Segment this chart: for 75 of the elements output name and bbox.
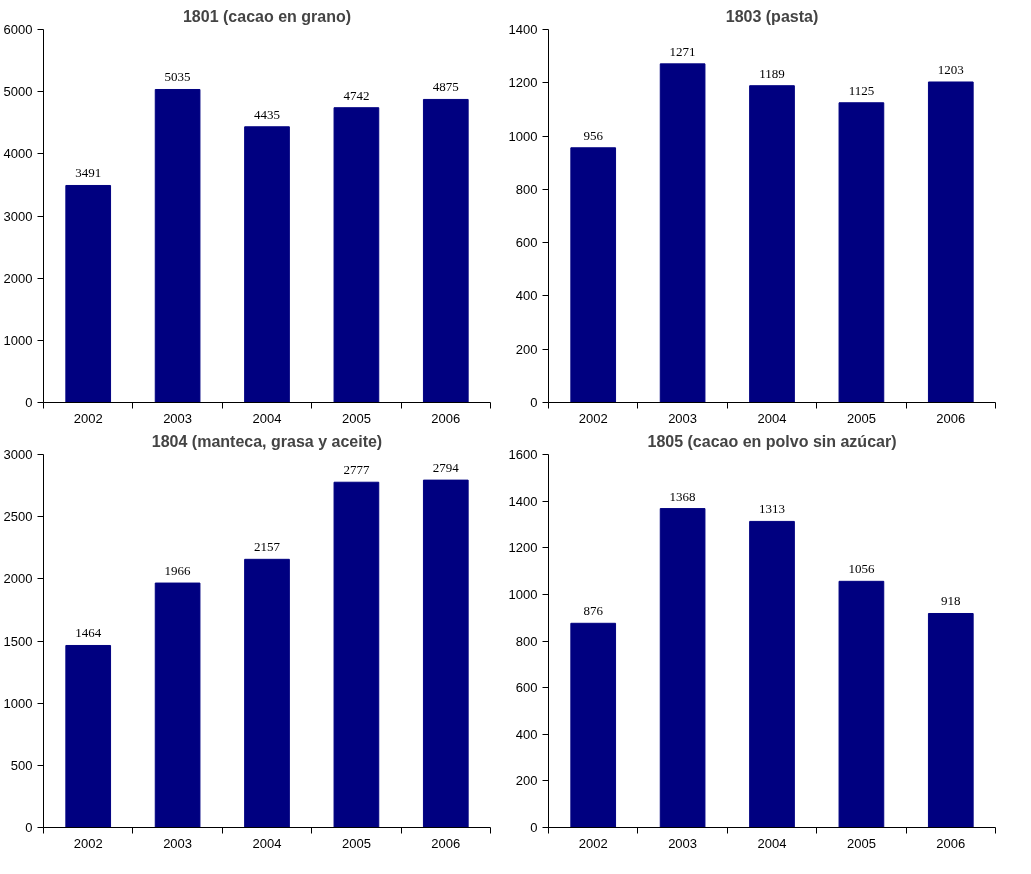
y-tick-label: 1600 [508,447,538,462]
y-tick-label: 600 [515,680,538,696]
data-label: 4435 [254,106,280,122]
y-tick-label: 1200 [508,75,538,91]
chart-title: 1805 (cacao en polvo sin azúcar) [647,432,897,450]
y-tick-label: 2000 [3,270,33,286]
data-label: 1203 [937,61,964,77]
chart-title: 1801 (cacao en grano) [182,7,352,25]
y-tick-label: 3000 [3,447,33,462]
data-label: 1271 [669,43,696,59]
y-tick-label: 1400 [508,22,538,37]
data-label: 1189 [759,65,785,81]
y-tick-label: 3000 [3,208,33,224]
x-tick-label: 2002 [73,835,103,851]
y-tick-label: 6000 [3,22,33,37]
y-tick-label: 1000 [508,586,538,602]
y-tick-label: 1500 [3,633,33,649]
y-tick-label: 1400 [508,493,538,509]
x-tick-label: 2005 [341,410,371,426]
y-tick-label: 5000 [3,84,33,100]
data-label: 2777 [343,462,370,478]
y-tick-label: 1000 [3,332,33,348]
x-tick-label: 2006 [936,835,966,851]
x-tick-label: 2004 [757,835,787,851]
y-tick-label: 600 [515,235,538,251]
y-tick-label: 2500 [3,509,33,525]
y-tick-label: 800 [515,181,538,197]
x-tick-label: 2004 [757,410,787,426]
x-tick-label: 2005 [341,835,371,851]
y-tick-label: 200 [515,773,538,789]
x-tick-label: 2004 [252,410,282,426]
y-tick-label: 1000 [3,695,33,711]
x-tick-label: 2003 [163,835,193,851]
data-label: 918 [941,593,961,609]
y-tick-label: 4000 [3,146,33,162]
y-tick-label: 1200 [508,540,538,556]
x-tick-label: 2002 [73,410,103,426]
x-tick-label: 2003 [668,410,698,426]
x-tick-label: 2005 [846,835,876,851]
x-tick-label: 2006 [936,410,966,426]
x-tick-label: 2004 [252,835,282,851]
data-label: 3491 [75,165,102,181]
data-label: 2794 [432,460,460,476]
data-label: 1368 [669,488,696,504]
chart-title: 1804 (manteca, grasa y aceite) [151,432,383,450]
x-tick-label: 2005 [846,410,876,426]
data-label: 1125 [848,82,875,98]
data-label: 4875 [432,79,459,95]
y-tick-label: 0 [25,395,33,410]
y-tick-label: 400 [515,726,538,742]
x-tick-label: 2006 [431,835,461,851]
data-label: 1313 [759,501,785,517]
x-tick-label: 2006 [431,410,461,426]
y-tick-label: 1000 [508,128,538,144]
y-tick-label: 200 [515,341,538,357]
y-tick-label: 800 [515,633,538,649]
data-label: 5035 [164,69,191,85]
y-tick-label: 400 [515,288,538,304]
data-label: 956 [583,127,604,143]
data-label: 1464 [75,625,102,641]
data-label: 2157 [254,539,281,555]
y-tick-label: 0 [25,820,33,835]
x-tick-label: 2003 [668,835,698,851]
y-tick-label: 500 [10,757,33,773]
x-tick-label: 2003 [163,410,193,426]
data-label: 4742 [343,87,370,103]
x-tick-label: 2002 [578,835,608,851]
data-label: 876 [583,603,604,619]
x-tick-label: 2002 [578,410,608,426]
data-label: 1056 [848,561,875,577]
y-tick-label: 0 [530,395,538,410]
y-tick-label: 0 [530,820,538,835]
chart-title: 1803 (pasta) [725,7,819,25]
y-tick-label: 2000 [3,571,33,587]
data-label: 1966 [164,563,192,579]
